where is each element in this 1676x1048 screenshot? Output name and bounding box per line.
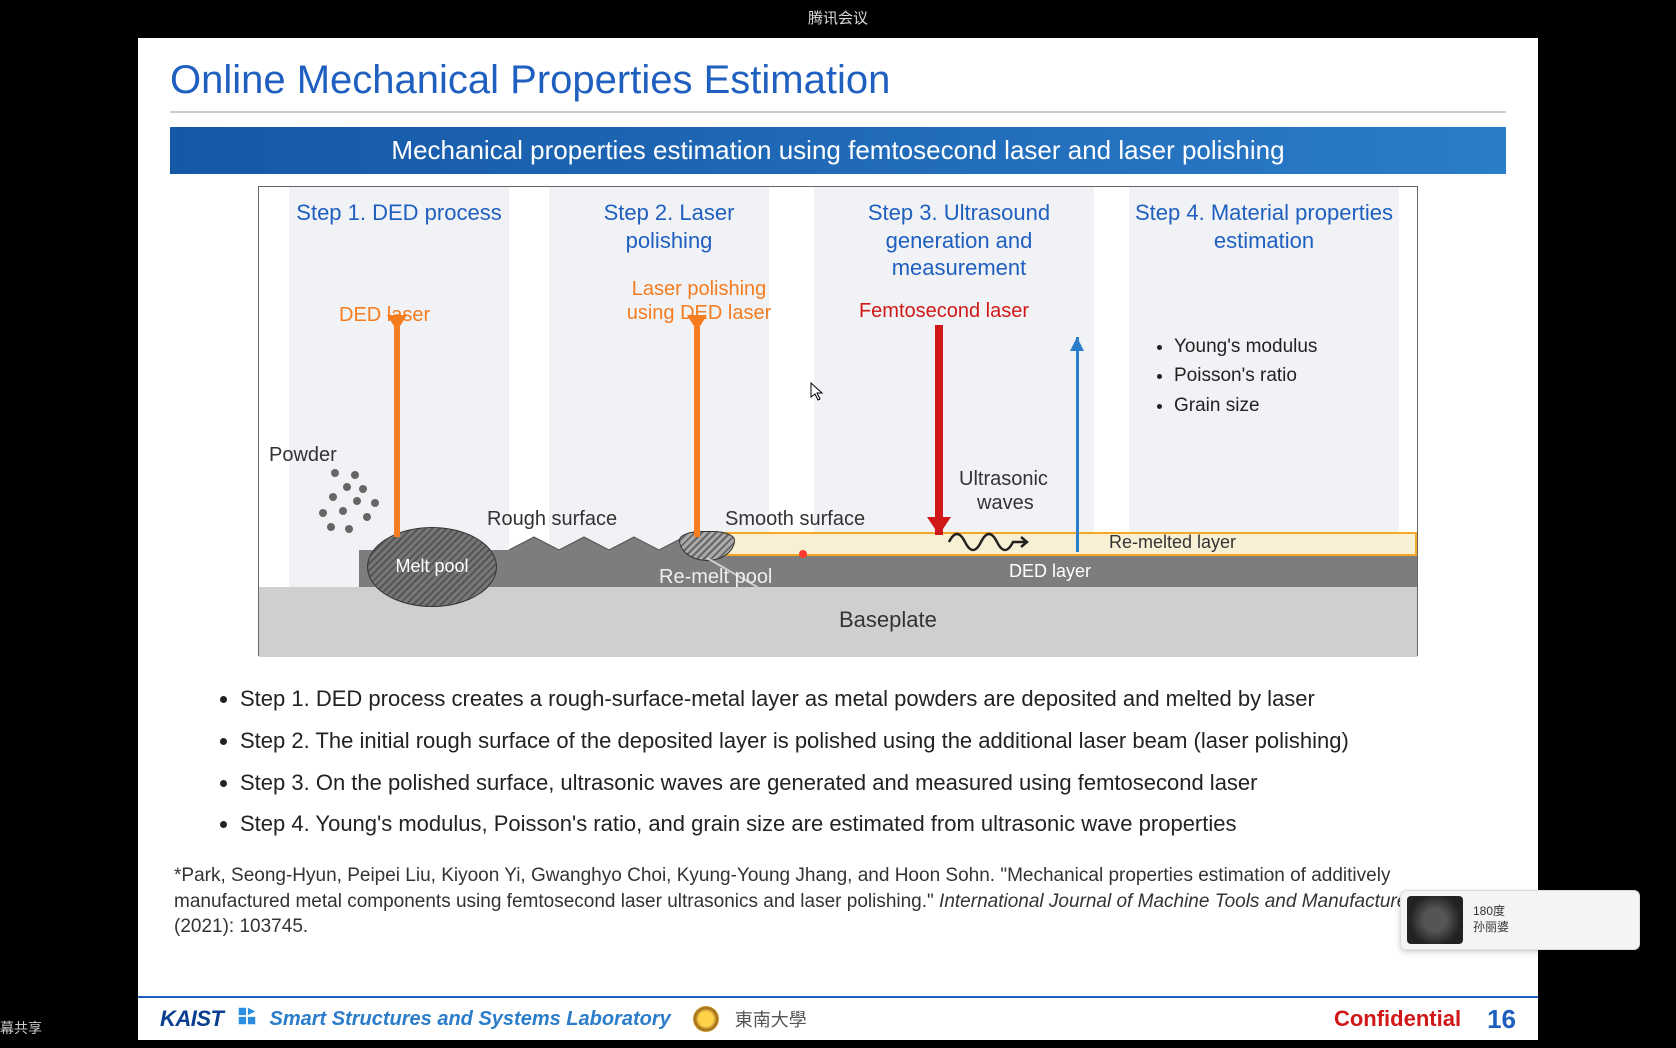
lab-name: Smart Structures and Systems Laboratory — [270, 1008, 671, 1031]
property-item: Poisson's ratio — [1174, 361, 1317, 390]
university-name: 東南大學 — [735, 1006, 807, 1032]
citation: *Park, Seong-Hyun, Peipei Liu, Kiyoon Yi… — [174, 863, 1502, 940]
step-desc-1: Step 1. DED process creates a rough-surf… — [240, 678, 1488, 720]
screen-share-label: 幕共享 — [0, 1018, 42, 1038]
slide-title: Online Mechanical Properties Estimation — [138, 38, 1538, 111]
kaist-logo: KAIST — [160, 1006, 224, 1032]
step-desc-3: Step 3. On the polished surface, ultraso… — [240, 762, 1488, 804]
ded-laser-label: DED laser — [339, 303, 430, 327]
university-seal-icon — [693, 1006, 719, 1032]
step-descriptions: Step 1. DED process creates a rough-surf… — [210, 678, 1488, 845]
slide-footer: KAIST Smart Structures and Systems Labor… — [138, 996, 1538, 1040]
confidential-label: Confidential — [1334, 1006, 1461, 1032]
process-diagram: Step 1. DED process Step 2. Laser polish… — [258, 186, 1418, 656]
remelt-pool-label: Re-melt pool — [659, 565, 772, 589]
smooth-surface-label: Smooth surface — [725, 507, 865, 531]
ultrasonic-label-2: waves — [977, 491, 1034, 515]
step-desc-4: Step 4. Young's modulus, Poisson's ratio… — [240, 803, 1488, 845]
baseplate-label: Baseplate — [839, 607, 937, 633]
participant-info: 180度 孙丽婆 — [1473, 904, 1509, 935]
participant-line2: 孙丽婆 — [1473, 920, 1509, 936]
participant-video-tile[interactable]: 180度 孙丽婆 — [1400, 890, 1640, 950]
properties-list: Young's modulus Poisson's ratio Grain si… — [1154, 332, 1317, 420]
polish-laser-label-2: using DED laser — [609, 301, 789, 325]
meeting-topbar: 腾讯会议 — [0, 0, 1676, 38]
ded-layer-label: DED layer — [1009, 561, 1091, 583]
step-desc-2: Step 2. The initial rough surface of the… — [240, 720, 1488, 762]
ultrasonic-wave-icon — [259, 187, 1419, 657]
citation-journal: International Journal of Machine Tools a… — [939, 891, 1407, 912]
participant-thumbnail — [1407, 896, 1463, 944]
femto-laser-label: Femtosecond laser — [849, 299, 1039, 323]
powder-label: Powder — [269, 443, 337, 467]
polish-laser-label-1: Laser polishing — [609, 277, 789, 301]
property-item: Grain size — [1174, 391, 1317, 420]
meeting-title: 腾讯会议 — [808, 10, 868, 27]
lab-icon — [236, 1005, 258, 1033]
remelted-layer-label: Re-melted layer — [1109, 532, 1236, 554]
subtitle-bar: Mechanical properties estimation using f… — [170, 127, 1506, 174]
participant-line1: 180度 — [1473, 904, 1509, 920]
ultrasonic-label-1: Ultrasonic — [959, 467, 1048, 491]
page-number: 16 — [1487, 1004, 1516, 1035]
slide: Online Mechanical Properties Estimation … — [138, 38, 1538, 1040]
rough-surface-label: Rough surface — [487, 507, 617, 531]
title-divider — [170, 111, 1506, 113]
laser-pointer-dot — [799, 550, 807, 558]
property-item: Young's modulus — [1174, 332, 1317, 361]
